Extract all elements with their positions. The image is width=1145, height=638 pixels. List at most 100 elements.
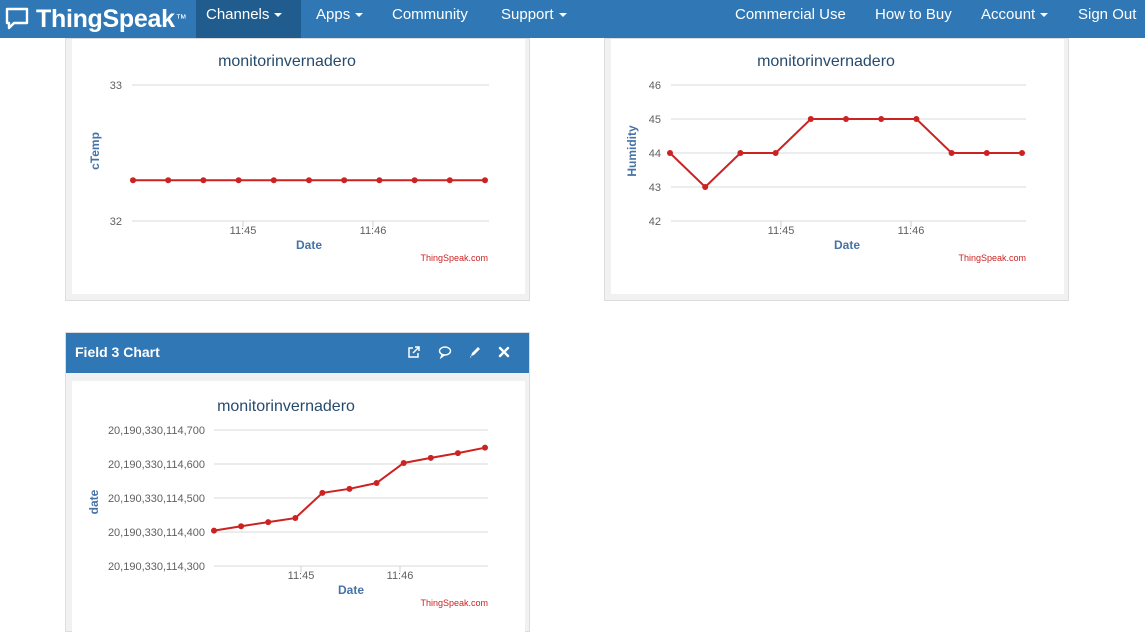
nav-sign-out-label: Sign Out	[1078, 6, 1137, 23]
chart-data-point[interactable]	[807, 116, 814, 122]
nav-support[interactable]: Support	[491, 0, 577, 38]
chart-data-point[interactable]	[913, 116, 920, 122]
field-1-chart[interactable]: monitorinvernadero cTemp 33 32 11:45 11:…	[72, 39, 525, 294]
close-icon[interactable]	[497, 345, 511, 359]
chart-data-point[interactable]	[454, 450, 461, 457]
chart-x-tick-label: 11:45	[288, 570, 315, 582]
chart-data-point[interactable]	[270, 177, 277, 184]
chart-y-tick-label: 20,190,330,114,400	[108, 527, 205, 539]
chart-y-tick-label: 42	[649, 216, 661, 228]
nav-sign-out[interactable]: Sign Out	[1068, 0, 1145, 38]
chart-data-point[interactable]	[878, 116, 885, 122]
pencil-icon[interactable]	[468, 345, 482, 359]
chart-data-point[interactable]	[292, 515, 299, 522]
chart-data-point[interactable]	[702, 184, 709, 190]
chart-data-point[interactable]	[238, 523, 245, 530]
chart-y-tick-label: 32	[110, 216, 122, 228]
chart-data-point[interactable]	[341, 177, 348, 184]
nav-community-label: Community	[392, 6, 468, 23]
chart-x-tick-label: 11:46	[898, 225, 925, 237]
chart-data-point[interactable]	[482, 177, 488, 184]
speech-bubble-icon	[5, 7, 29, 30]
chart-data-point[interactable]	[319, 489, 326, 496]
chart-x-tick-label: 11:45	[768, 225, 795, 237]
chart-y-axis-title: date	[87, 489, 101, 514]
chart-data-point[interactable]	[983, 150, 990, 156]
field-3-panel-header: Field 3 Chart	[66, 333, 529, 373]
chart-y-tick-label: 20,190,330,114,700	[108, 425, 205, 437]
chart-y-tick-label: 20,190,330,114,300	[108, 561, 205, 573]
chart-data-point[interactable]	[165, 177, 172, 184]
chart-y-tick-label: 45	[649, 114, 661, 126]
nav-account-label: Account	[981, 6, 1036, 23]
chart-data-point[interactable]	[211, 527, 217, 534]
chart-credit-link[interactable]: ThingSpeak.com	[420, 253, 488, 263]
field-1-panel: monitorinvernadero cTemp 33 32 11:45 11:…	[65, 38, 530, 301]
chart-data-point[interactable]	[400, 459, 407, 466]
chart-data-point[interactable]	[235, 177, 242, 184]
chart-credit-link[interactable]: ThingSpeak.com	[958, 253, 1026, 263]
chart-data-point[interactable]	[373, 480, 380, 487]
nav-community[interactable]: Community	[382, 0, 478, 38]
chart-credit-link[interactable]: ThingSpeak.com	[420, 598, 488, 608]
chart-data-point[interactable]	[667, 150, 673, 156]
nav-account[interactable]: Account	[971, 0, 1058, 38]
chart-x-tick-label: 11:46	[387, 570, 414, 582]
field-3-panel-title: Field 3 Chart	[75, 344, 160, 360]
chart-data-point[interactable]	[376, 177, 383, 184]
chart-y-axis-title: Humidity	[625, 125, 639, 177]
field-3-panel: Field 3 Chart monitorinvernadero date 20…	[65, 332, 530, 633]
chart-x-tick-label: 11:46	[360, 225, 387, 237]
field-2-chart[interactable]: monitorinvernadero Humidity 46 45 44 43 …	[611, 39, 1064, 294]
caret-down-icon	[558, 13, 567, 18]
chart-x-axis-title: Date	[338, 583, 364, 597]
brand-logo[interactable]: ThingSpeak ™	[4, 0, 187, 38]
chart-data-point[interactable]	[265, 519, 272, 526]
chart-title: monitorinvernadero	[217, 398, 355, 415]
chart-y-tick-label: 33	[110, 80, 122, 92]
chart-data-point[interactable]	[200, 177, 207, 184]
brand-name: ThingSpeak	[36, 4, 175, 33]
chart-data-point[interactable]	[1019, 150, 1025, 156]
chart-y-tick-label: 46	[649, 80, 661, 92]
nav-apps[interactable]: Apps	[306, 0, 373, 38]
chart-data-point[interactable]	[772, 150, 779, 156]
chart-x-tick-label: 11:45	[230, 225, 257, 237]
chart-y-tick-label: 43	[649, 182, 661, 194]
nav-channels-label: Channels	[206, 6, 270, 23]
comment-icon[interactable]	[438, 345, 452, 360]
field-2-panel: monitorinvernadero Humidity 46 45 44 43 …	[604, 38, 1069, 301]
brand-trademark: ™	[175, 13, 187, 25]
field-2-chart-area: monitorinvernadero Humidity 46 45 44 43 …	[611, 39, 1064, 294]
chart-data-point[interactable]	[306, 177, 312, 184]
nav-commercial-use[interactable]: Commercial Use	[725, 0, 856, 38]
chart-data-point[interactable]	[427, 454, 434, 461]
nav-channels[interactable]: Channels	[196, 0, 301, 38]
chart-y-tick-label: 20,190,330,114,600	[108, 459, 205, 471]
chart-y-axis-title: cTemp	[88, 132, 102, 170]
external-link-icon[interactable]	[407, 345, 421, 359]
field-3-chart-area: monitorinvernadero date 20,190,330,114,7…	[72, 381, 525, 633]
chart-x-axis-title: Date	[296, 238, 322, 252]
top-navbar: ThingSpeak ™ Channels Apps Community Supp…	[0, 0, 1145, 38]
caret-down-icon	[1040, 13, 1049, 18]
nav-support-label: Support	[501, 6, 554, 23]
nav-how-to-buy[interactable]: How to Buy	[865, 0, 962, 38]
chart-y-tick-label: 44	[649, 148, 661, 160]
caret-down-icon	[274, 13, 283, 18]
nav-commercial-use-label: Commercial Use	[735, 6, 846, 23]
chart-data-point[interactable]	[948, 150, 955, 156]
chart-title: monitorinvernadero	[757, 53, 895, 70]
chart-data-point[interactable]	[482, 444, 488, 451]
chart-data-point[interactable]	[737, 150, 744, 156]
field-1-chart-area: monitorinvernadero cTemp 33 32 11:45 11:…	[72, 39, 525, 294]
chart-data-point[interactable]	[130, 177, 136, 184]
chart-title: monitorinvernadero	[218, 53, 356, 70]
chart-data-point[interactable]	[411, 177, 418, 184]
field-3-chart[interactable]: monitorinvernadero date 20,190,330,114,7…	[72, 381, 525, 633]
chart-x-axis-title: Date	[834, 238, 860, 252]
chart-data-point[interactable]	[843, 116, 849, 122]
chart-data-point[interactable]	[346, 485, 353, 492]
nav-apps-label: Apps	[316, 6, 351, 23]
chart-data-point[interactable]	[446, 177, 453, 184]
